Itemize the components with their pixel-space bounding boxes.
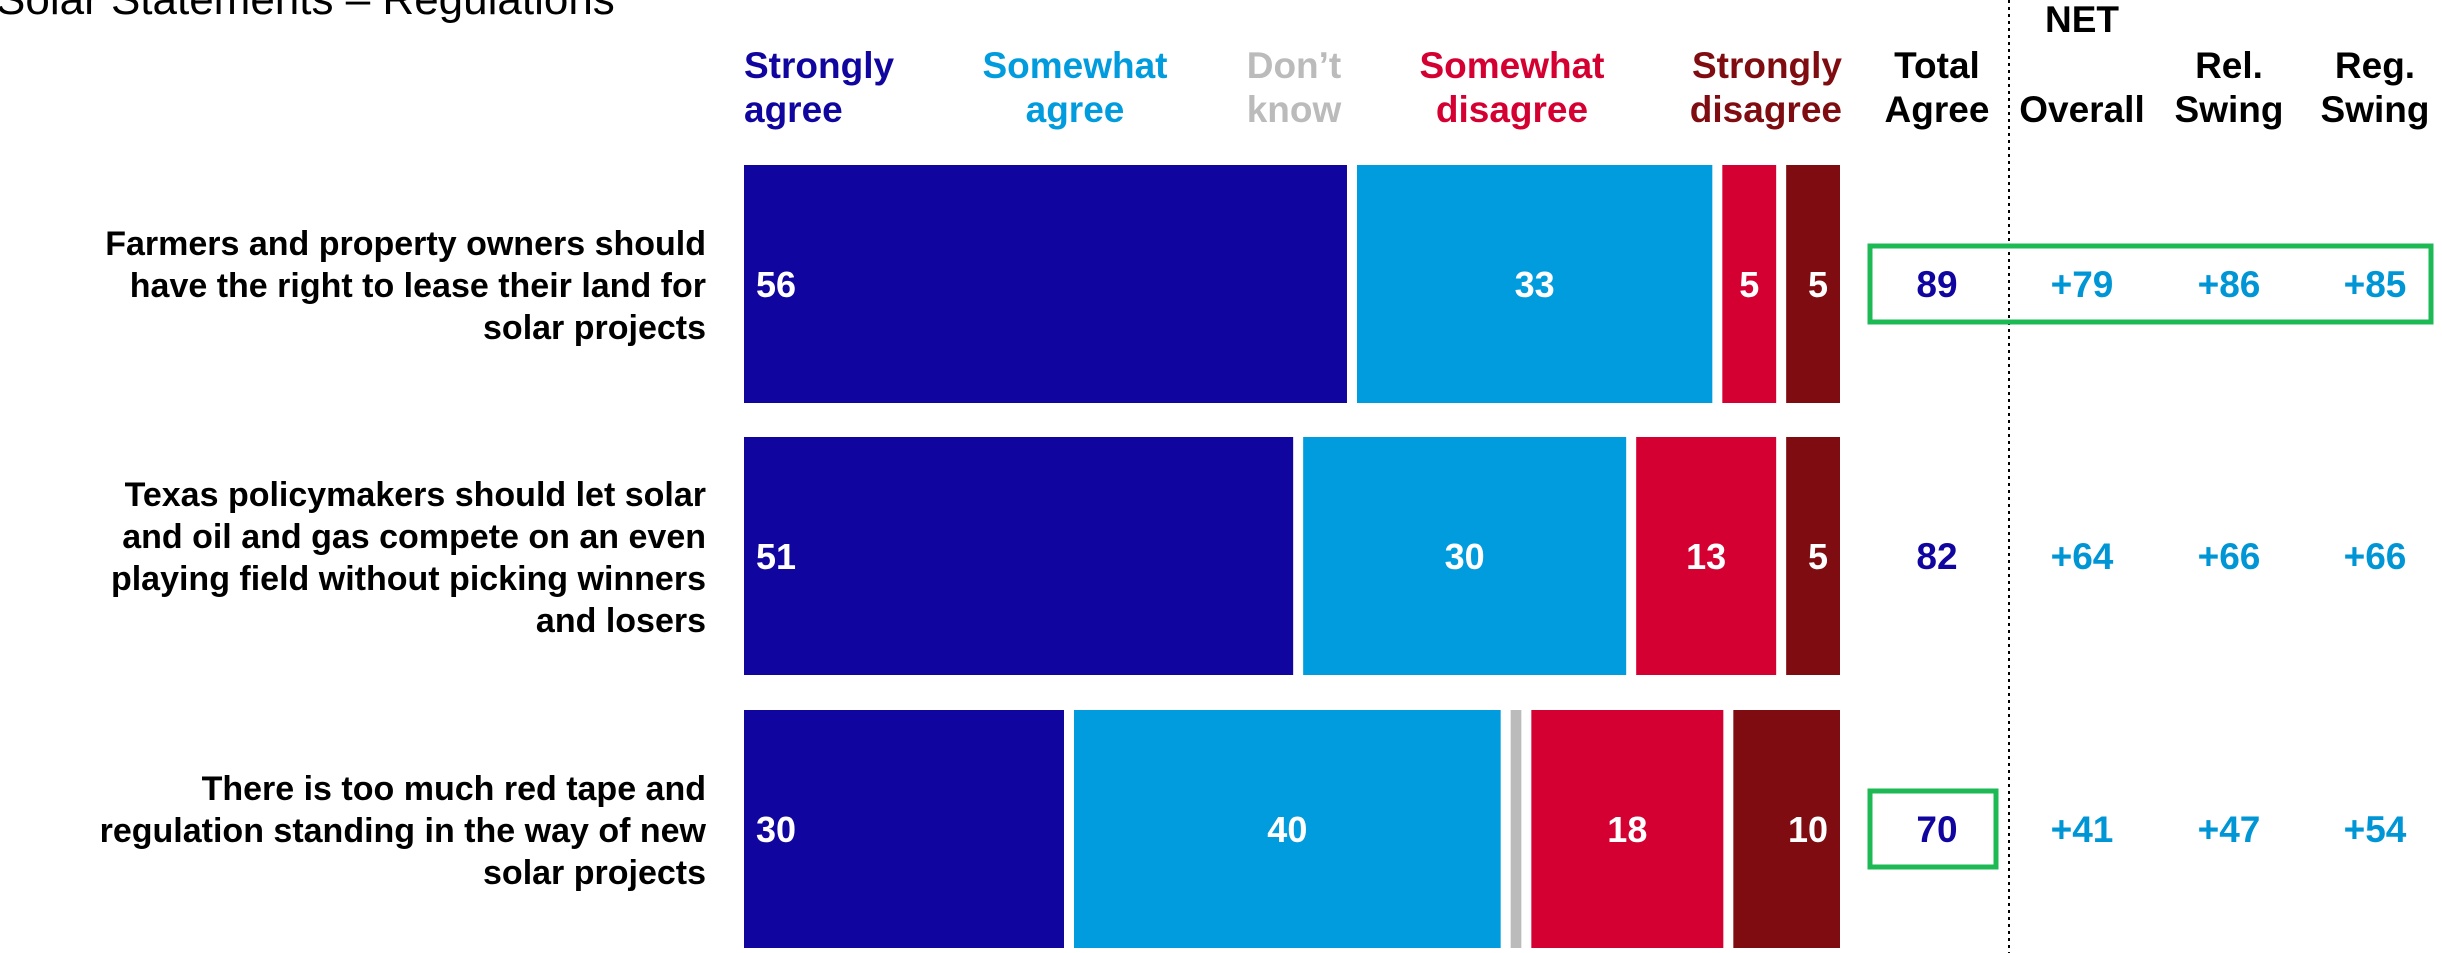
bar-value-label: 56 (756, 264, 796, 305)
bar-segment-strongly-agree (744, 710, 1064, 948)
bar-segment-strongly-disagree (1786, 437, 1840, 675)
net-value: +79 (2051, 264, 2114, 305)
bar-value-label: 30 (1445, 536, 1485, 577)
net-value: +86 (2198, 264, 2261, 305)
total-agree-header: Total (1894, 45, 1980, 86)
net-column-header: Overall (2019, 89, 2144, 130)
bar-value-label: 5 (1808, 536, 1828, 577)
bar-segment-somewhat-agree (1356, 165, 1713, 403)
net-value: +47 (2198, 809, 2261, 850)
net-value: +54 (2344, 809, 2407, 850)
row-label: solar projects (483, 309, 706, 347)
bar-segment-strongly-agree (744, 437, 1294, 675)
row-label: regulation standing in the way of new (100, 812, 707, 850)
bar-segment-somewhat-agree (1074, 710, 1501, 948)
legend-strongly-agree-label: agree (744, 89, 843, 130)
row-label: and losers (536, 602, 706, 640)
legend-dont-know-label: know (1247, 89, 1342, 130)
legend-dont-know-label: Don’t (1247, 45, 1342, 86)
net-column-header: Rel. (2195, 45, 2263, 86)
bar-value-label: 30 (756, 809, 796, 850)
highlight-box (1867, 243, 2434, 325)
legend-strongly-disagree-label: disagree (1690, 89, 1842, 130)
row-label: Farmers and property owners should (105, 225, 706, 263)
bar-value-label: 5 (1808, 264, 1828, 305)
legend-somewhat-disagree-label: Somewhat (1419, 45, 1604, 86)
legend-strongly-disagree-label: Strongly (1692, 45, 1842, 86)
row-label: and oil and gas compete on an even (122, 518, 706, 556)
net-value: +64 (2051, 536, 2114, 577)
net-column-header: Swing (2175, 89, 2284, 130)
bar-segment-strongly-disagree (1733, 710, 1840, 948)
chart-title: Solar Statements – Regulations (0, 0, 615, 24)
total-agree-value: 89 (1916, 264, 1957, 305)
net-column-header: Swing (2321, 89, 2430, 130)
bar-value-label: 33 (1515, 264, 1555, 305)
legend-somewhat-agree-label: agree (1026, 89, 1125, 130)
bar-segment-dont-know (1510, 710, 1522, 948)
total-agree-value: 82 (1916, 536, 1957, 577)
row-label: Texas policymakers should let solar (125, 476, 706, 514)
bar-value-label: 40 (1267, 809, 1307, 850)
bar-value-label: 18 (1607, 809, 1647, 850)
legend-somewhat-disagree-label: disagree (1436, 89, 1588, 130)
bar-segment-somewhat-disagree (1722, 165, 1777, 403)
bar-segment-strongly-disagree (1786, 165, 1840, 403)
highlight-box (1867, 788, 1999, 870)
bar-value-label: 10 (1788, 809, 1828, 850)
total-agree-value: 70 (1916, 809, 1957, 850)
net-value: +66 (2344, 536, 2407, 577)
bar-segment-somewhat-agree (1303, 437, 1627, 675)
net-value: +66 (2198, 536, 2261, 577)
net-column-header: Reg. (2335, 45, 2415, 86)
bar-segment-somewhat-disagree (1531, 710, 1724, 948)
row-label: playing field without picking winners (111, 560, 706, 598)
legend-somewhat-agree-label: Somewhat (982, 45, 1167, 86)
net-value: +41 (2051, 809, 2114, 850)
row-label: have the right to lease their land for (130, 267, 706, 305)
bar-value-label: 5 (1739, 264, 1759, 305)
row-label: solar projects (483, 854, 706, 892)
bar-segment-strongly-agree (744, 165, 1347, 403)
total-agree-header: Agree (1885, 89, 1990, 130)
net-group-header: NET (2045, 0, 2119, 40)
net-value: +85 (2344, 264, 2407, 305)
bar-segment-somewhat-disagree (1636, 437, 1777, 675)
bar-value-label: 13 (1686, 536, 1726, 577)
row-label: There is too much red tape and (202, 770, 706, 808)
bar-value-label: 51 (756, 536, 796, 577)
legend-strongly-agree-label: Strongly (744, 45, 894, 86)
